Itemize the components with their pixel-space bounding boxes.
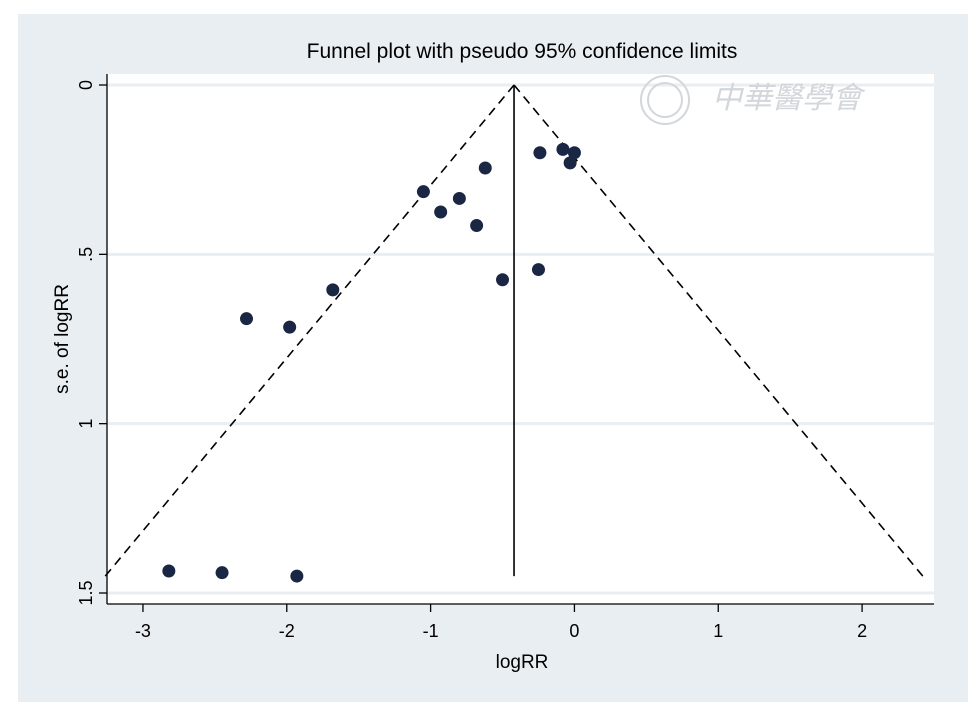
x-axis-title: logRR xyxy=(496,652,549,673)
plot-area xyxy=(107,74,934,604)
watermark-logo: 中華醫學會 xyxy=(640,75,866,125)
x-tick-label: -1 xyxy=(423,621,439,641)
x-tick-label: -3 xyxy=(135,621,151,641)
x-axis-ticks: -3 -2 -1 0 1 2 xyxy=(135,604,867,641)
study-point xyxy=(563,156,577,170)
study-point xyxy=(240,312,254,326)
x-tick-label: 0 xyxy=(569,621,579,641)
study-point xyxy=(533,146,547,160)
upper-confidence-limit xyxy=(513,84,924,577)
study-point xyxy=(452,191,466,205)
study-point xyxy=(283,320,297,334)
x-tick-label: 1 xyxy=(713,621,723,641)
chart-title: Funnel plot with pseudo 95% confidence l… xyxy=(307,40,738,63)
study-point xyxy=(567,146,581,160)
y-tick-label: 1 xyxy=(76,419,96,429)
study-point xyxy=(496,273,510,287)
study-point xyxy=(478,161,492,175)
study-point xyxy=(434,205,448,219)
study-point xyxy=(416,185,430,199)
y-tick-label: 1.5 xyxy=(76,580,96,605)
y-tick-label: 0 xyxy=(76,80,96,90)
study-point xyxy=(531,263,545,277)
study-point xyxy=(290,569,304,583)
watermark-text: 中華醫學會 xyxy=(712,81,866,116)
study-point xyxy=(556,142,570,156)
y-axis-ticks: 0 .5 1 1.5 xyxy=(76,80,107,606)
x-tick-label: 2 xyxy=(857,621,867,641)
study-point xyxy=(326,283,340,297)
confidence-limits xyxy=(104,84,924,577)
y-axis-title: s.e. of logRR xyxy=(52,284,73,394)
study-points xyxy=(162,142,581,583)
study-point xyxy=(470,219,484,233)
x-tick-label: -2 xyxy=(279,621,295,641)
y-tick-label: .5 xyxy=(76,247,96,262)
study-point xyxy=(162,564,176,578)
lower-confidence-limit xyxy=(104,84,515,577)
study-point xyxy=(215,566,229,580)
